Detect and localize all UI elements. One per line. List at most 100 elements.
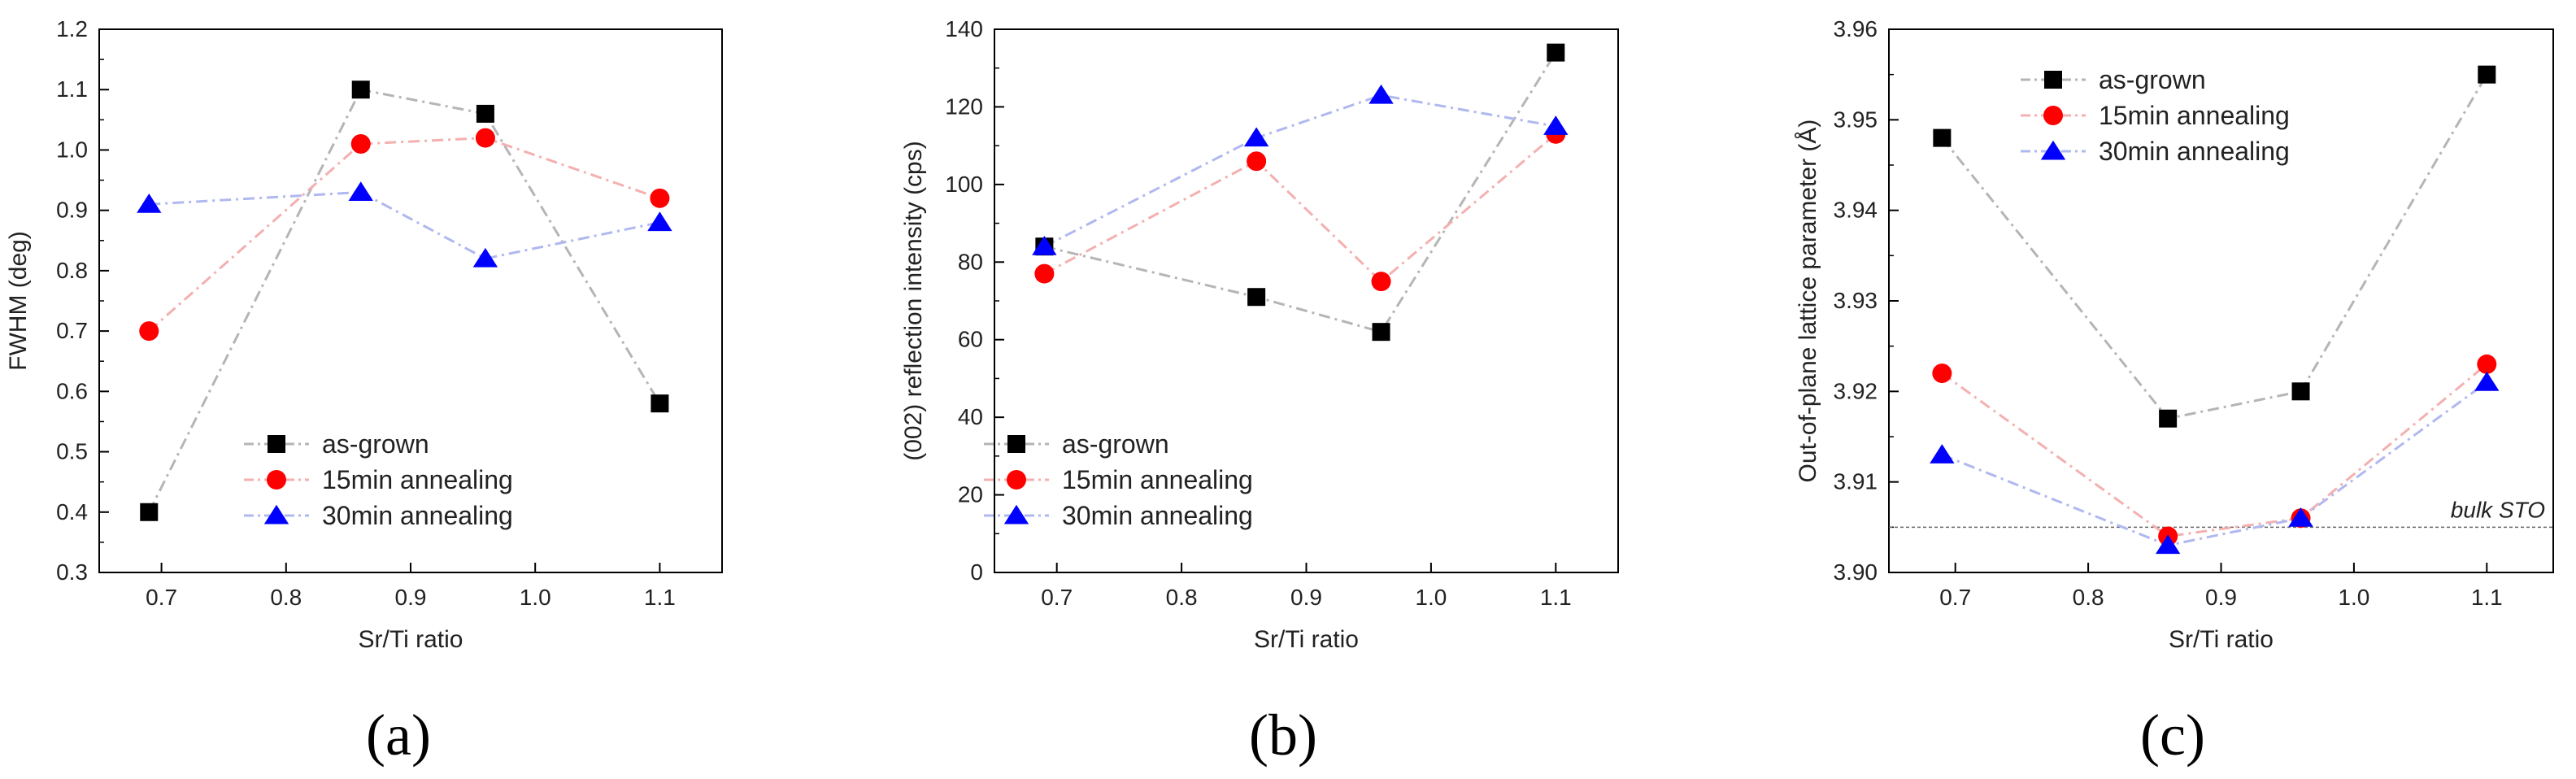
chart-panel-b: 0.7 0.8 0.9 1.0 1.1 0 20 40 60 80 100 120 140 Sr/Ti r… (900, 16, 1619, 768)
data-point (651, 394, 669, 413)
data-point (2477, 354, 2497, 374)
data-point (472, 247, 498, 268)
y-tick-label: 20 (958, 482, 983, 507)
data-point (1032, 236, 1057, 255)
x-tick-label: 0.9 (395, 585, 427, 610)
series-line (148, 137, 660, 333)
x-tick-label: 0.7 (1041, 585, 1073, 610)
x-axis-label: Sr/Ti ratio (2169, 626, 2274, 653)
data-point (1247, 288, 1266, 307)
legend-entry: 30min annealing (984, 501, 1253, 530)
data-point (647, 211, 672, 232)
legend-marker (267, 470, 286, 490)
data-point (2474, 372, 2500, 391)
data-point (476, 104, 494, 123)
y-tick-label: 3.93 (1834, 288, 1878, 313)
legend-marker (1003, 504, 1029, 524)
legend-marker (1007, 435, 1025, 453)
y-tick-label: 60 (958, 327, 983, 352)
data-point (348, 181, 373, 201)
data-point (139, 321, 159, 342)
data-point (1547, 43, 1565, 62)
y-tick-label: 80 (958, 249, 983, 274)
y-tick-label: 0.4 (56, 499, 88, 524)
legend-label: as-grown (1062, 429, 1169, 459)
y-tick-label: 3.92 (1834, 378, 1878, 403)
legend-marker (263, 504, 289, 524)
data-point (351, 81, 370, 99)
y-axis-label: FWHM (deg) (5, 231, 32, 371)
y-tick-label: 1.2 (56, 16, 88, 41)
data-point (650, 188, 670, 208)
legend-label: 15min annealing (322, 465, 513, 494)
legend-marker (2040, 140, 2066, 160)
series-line (1043, 94, 1556, 248)
y-tick-label: 3.95 (1834, 107, 1878, 132)
legend-entry: as-grown (244, 429, 429, 459)
data-point (2155, 534, 2181, 555)
series-line (149, 190, 660, 260)
x-tick-label: 1.1 (644, 585, 676, 610)
reference-line-label: bulk STO (2451, 497, 2545, 522)
data-point (1932, 363, 1952, 384)
data-point (1368, 84, 1394, 104)
y-tick-label: 0.8 (56, 258, 88, 283)
legend-label: 30min annealing (322, 501, 513, 530)
data-point (1372, 323, 1390, 342)
data-point (1247, 151, 1267, 172)
panel-label: (b) (1249, 703, 1317, 768)
data-point (140, 503, 159, 521)
data-point (1034, 263, 1055, 284)
legend-entry: as-grown (984, 429, 1169, 459)
legend-entry: 15min annealing (984, 465, 1253, 494)
y-tick-label: 40 (958, 404, 983, 429)
data-point (2159, 409, 2178, 428)
data-point (2478, 65, 2496, 84)
legend-marker (2043, 106, 2063, 125)
x-axis-label: Sr/Ti ratio (359, 626, 463, 653)
legend-label: 15min annealing (1062, 465, 1253, 494)
legend-label: 30min annealing (1062, 501, 1253, 530)
legend-label: as-grown (2099, 65, 2206, 94)
y-tick-label: 0.5 (56, 439, 88, 464)
chart-panel-c: 0.7 0.8 0.9 1.0 1.1 3.90 3.91 3.92 3.93 3.94 3.95 3… (1795, 16, 2554, 768)
chart-panel-a: 0.7 0.8 0.9 1.0 1.1 0.3 0.4 0.5 0.6 0.7 0.8 0.9 1.0 1… (5, 16, 723, 768)
data-point (2288, 507, 2313, 527)
series-line (1941, 73, 2488, 420)
series-line (1941, 363, 2488, 538)
x-tick-label: 0.7 (1939, 585, 1971, 610)
x-tick-label: 1.1 (1540, 585, 1572, 610)
legend-entry: 30min annealing (2021, 137, 2290, 166)
panel-label: (a) (366, 703, 431, 768)
x-tick-label: 0.8 (2073, 585, 2104, 610)
y-tick-label: 0.7 (56, 318, 88, 343)
y-tick-label: 0 (970, 559, 983, 585)
series-line (1044, 51, 1557, 333)
legend-label: as-grown (322, 429, 429, 459)
data-point (2291, 382, 2310, 401)
legend-entry: 15min annealing (2021, 101, 2290, 130)
y-axis-label: (002) reflection intensity (cps) (900, 141, 927, 461)
data-point (1243, 127, 1269, 147)
legend-label: 30min annealing (2099, 137, 2290, 166)
y-tick-label: 3.90 (1834, 559, 1878, 585)
y-tick-label: 140 (945, 16, 983, 41)
legend-entry: as-grown (2021, 65, 2206, 94)
y-tick-label: 0.6 (56, 378, 88, 403)
y-tick-label: 3.94 (1834, 198, 1878, 223)
y-tick-label: 0.3 (56, 559, 88, 585)
legend-marker (268, 435, 285, 453)
data-point (475, 128, 495, 148)
series-line (1043, 133, 1557, 284)
y-tick-label: 1.0 (56, 137, 88, 162)
y-tick-label: 0.9 (56, 198, 88, 223)
y-tick-label: 120 (945, 94, 983, 119)
legend-marker (1007, 470, 1026, 490)
legend-entry: 15min annealing (244, 465, 513, 494)
data-point (350, 134, 371, 154)
legend-entry: 30min annealing (244, 501, 513, 530)
data-point (1371, 272, 1391, 292)
y-tick-label: 100 (945, 172, 983, 197)
data-point (1933, 128, 1952, 147)
